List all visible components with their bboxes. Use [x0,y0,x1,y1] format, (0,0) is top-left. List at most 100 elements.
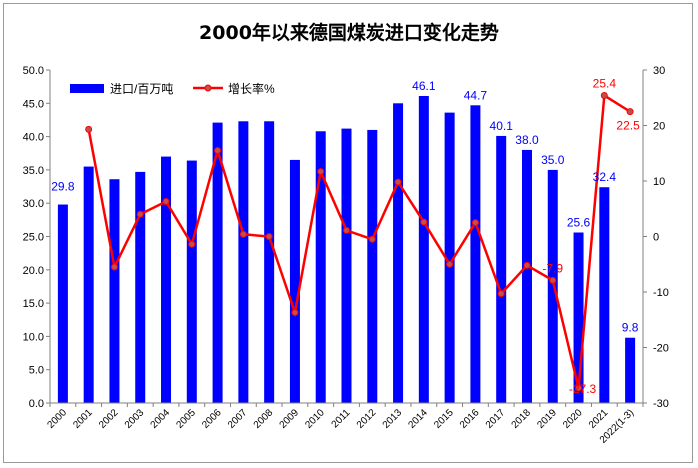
x-tick-label: 2005 [174,407,198,431]
growth-line [87,93,631,389]
x-tick-label: 2014 [406,407,430,431]
y-left-tick-label: 25.0 [23,232,44,244]
bar-value-label: 9.8 [622,321,639,335]
growth-point [549,276,557,284]
growth-point [317,168,325,176]
bar [573,232,584,403]
bar [315,131,326,403]
x-tick-label: 2013 [381,407,405,431]
growth-point [188,240,196,248]
x-tick-label: 2008 [252,407,276,431]
bar [599,187,610,403]
x-tick-label: 2009 [278,407,302,431]
y-right-tick-label: 20 [653,121,665,133]
x-tick-label: 2015 [432,407,456,431]
x-tick-label: 2000 [46,407,70,431]
growth-point [368,235,376,243]
labels-layer: 29.8 46.1 44.7 40.138.035.0 25.6 32.4 9.8 -7.9 -… [51,77,640,396]
bar-value-label: 25.6 [567,216,591,230]
bar [57,204,68,403]
y-left-tick-label: 10.0 [23,331,44,343]
growth-point [626,108,634,116]
bar [341,128,352,403]
x-tick-label: 2006 [200,407,224,431]
y-left-tick-label: 45.0 [23,98,44,110]
growth-value-label: 25.4 [593,77,617,91]
x-tick-label: 2016 [458,407,482,431]
growth-value-label: -27.3 [569,382,597,396]
x-tick-label: 2019 [535,407,559,431]
growth-point [85,125,93,133]
legend-bar-label: 进口/百万吨 [110,82,173,96]
growth-point [136,210,144,218]
y-right-tick-label: -10 [653,287,669,299]
x-tick-label: 2018 [510,407,534,431]
y-left-tick-label: 5.0 [29,365,44,377]
y-left-tick-label: 15.0 [23,298,44,310]
bar [496,135,507,403]
bar-value-label: 46.1 [412,79,436,93]
y-left-tick-label: 50.0 [23,65,44,77]
x-tick-label: 2001 [71,407,95,431]
bar [161,156,172,403]
growth-point [343,226,350,234]
legend-bar-swatch [70,84,104,93]
legend: 进口/百万吨 增长率% [70,81,275,96]
y-left-tick-label: 0.0 [29,398,44,410]
growth-point [214,146,222,154]
bar-value-label: 32.4 [593,170,617,184]
x-tick-label: 2017 [484,407,508,431]
bar [521,149,532,403]
y-right-tick-label: 10 [653,176,665,188]
bar [109,179,120,403]
growth-point [110,263,118,271]
bar [393,103,404,404]
growth-point [600,92,608,100]
bar [212,122,223,403]
line-layer [85,92,634,392]
growth-point [239,230,247,238]
chart-title: 2000年以来德国煤炭进口变化走势 [199,22,499,44]
bar-value-label: 29.8 [51,180,75,194]
x-tick-label: 2007 [226,407,250,431]
bar [418,95,429,403]
x-tick-label: 2003 [123,407,147,431]
bar [367,129,378,403]
bar [238,121,249,404]
bar [135,171,146,403]
growth-point [523,261,531,269]
x-tick-label: 2020 [561,407,585,431]
bar [444,112,455,404]
y-left-tick-label: 35.0 [23,165,44,177]
bar-value-label: 44.7 [464,88,488,102]
bar-value-label: 38.0 [515,133,539,147]
x-tick-label: 2012 [355,407,379,431]
x-tick-label: 2011 [330,407,353,430]
growth-point [497,290,505,298]
growth-point [394,178,402,186]
bar [186,160,197,403]
bar [625,337,636,403]
x-tick-label: 2010 [303,407,327,431]
growth-point [446,260,454,268]
y-left-tick-label: 20.0 [23,265,44,277]
y-right-tick-label: 30 [653,65,665,77]
bar [264,121,275,404]
growth-value-label: -7.9 [542,261,563,275]
x-tick-label: 2002 [97,407,121,431]
bar [83,166,94,403]
y-right-tick-label: -30 [653,398,669,410]
bar [547,169,558,403]
growth-point [291,309,299,317]
legend-line-label: 增长率% [228,81,275,96]
growth-value-label: 22.5 [616,119,640,133]
bar-value-label: 40.1 [490,119,514,133]
bar-value-label: 35.0 [541,153,565,167]
y-left-tick-label: 30.0 [23,198,44,210]
growth-point [420,218,428,226]
legend-line-marker [204,84,212,92]
growth-point [265,233,273,240]
x-tick-label: 2004 [149,407,173,431]
y-right-tick-label: 0 [653,232,659,244]
